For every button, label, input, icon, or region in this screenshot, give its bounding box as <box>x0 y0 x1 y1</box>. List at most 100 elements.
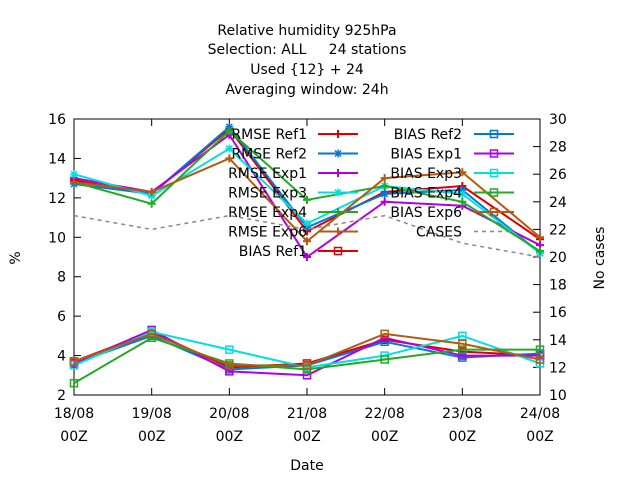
data-point <box>303 253 311 261</box>
chart-title: Relative humidity 925hPa Selection: ALL … <box>208 23 407 98</box>
title-line-2: Selection: ALL 24 stations <box>208 42 407 58</box>
data-point <box>225 126 234 135</box>
y2-tick-label: 22 <box>549 222 567 238</box>
data-point <box>536 247 544 256</box>
data-point <box>303 195 311 204</box>
legend-item: RMSE Exp6 <box>228 225 358 241</box>
x-tick-label-time: 00Z <box>216 429 243 445</box>
series-rmse-exp6 <box>70 154 544 246</box>
data-point <box>69 378 79 388</box>
y2-tick-label: 14 <box>549 333 567 349</box>
x-tick-label-date: 18/08 <box>54 406 94 422</box>
legend-label: BIAS Exp1 <box>390 147 462 163</box>
legend-label: RMSE Exp3 <box>228 186 307 202</box>
data-point <box>334 169 342 177</box>
data-point <box>489 168 499 178</box>
y-tick-label: 8 <box>57 270 66 286</box>
data-point <box>70 178 78 187</box>
legend-item: RMSE Exp4 <box>228 205 358 221</box>
legend-label: BIAS Ref2 <box>394 127 462 143</box>
legend-item: CASES <box>416 225 514 241</box>
y2-tick-label: 26 <box>549 167 567 183</box>
series-line <box>73 332 541 367</box>
data-point <box>225 361 234 370</box>
series-bias-exp6 <box>69 329 545 370</box>
title-line-3: Used {12} + 24 <box>250 62 364 78</box>
legend-item: RMSE Ref2 <box>231 147 358 163</box>
data-point <box>458 351 467 360</box>
y-axis: 2 4 6 8 10 12 14 16 <box>48 112 81 404</box>
data-point <box>333 246 343 256</box>
y2-axis-label: No cases <box>592 227 608 290</box>
y2-tick-label: 10 <box>549 388 567 404</box>
x-tick-label-date: 22/08 <box>364 406 404 422</box>
y2-tick-label: 20 <box>549 250 567 266</box>
y2-tick-label: 18 <box>549 278 567 294</box>
y-tick-label: 10 <box>48 230 66 246</box>
x-tick-label-time: 00Z <box>138 429 165 445</box>
y2-tick-label: 16 <box>549 305 567 321</box>
series-rmse-exp4 <box>70 126 544 256</box>
x-tick-label-date: 21/08 <box>287 406 327 422</box>
y2-tick-label: 12 <box>549 360 567 376</box>
legend-item: BIAS Exp4 <box>390 186 514 202</box>
data-point <box>536 233 544 242</box>
x-tick-label-time: 00Z <box>60 429 87 445</box>
data-point <box>380 329 389 339</box>
data-point <box>458 331 467 341</box>
data-point <box>69 357 79 366</box>
legend-item: RMSE Ref1 <box>231 127 358 143</box>
data-point <box>334 188 342 197</box>
legend-label: RMSE Exp6 <box>228 225 307 241</box>
data-point <box>489 149 499 158</box>
x-tick-label-date: 24/08 <box>520 406 560 422</box>
y2-axis: 10 12 14 16 18 20 22 24 26 28 30 <box>533 112 567 404</box>
data-point <box>535 355 545 364</box>
legend-label: BIAS Ref1 <box>239 244 307 260</box>
x-tick-label-time: 00Z <box>371 429 398 445</box>
legend-item: BIAS Exp3 <box>390 166 514 182</box>
data-point <box>380 174 389 183</box>
y-axis-label: % <box>8 251 24 264</box>
data-point <box>334 149 342 158</box>
legend-label: RMSE Ref1 <box>231 127 307 143</box>
data-point <box>458 189 467 198</box>
x-tick-label-date: 19/08 <box>131 406 171 422</box>
data-point <box>380 355 389 364</box>
y-tick-label: 16 <box>48 112 66 128</box>
x-tick-label-time: 00Z <box>293 429 320 445</box>
data-point <box>147 329 156 339</box>
legend-item: BIAS Ref1 <box>239 244 358 260</box>
data-point <box>334 130 342 138</box>
y-tick-label: 14 <box>48 151 66 167</box>
legend-label: BIAS Exp3 <box>390 166 462 182</box>
data-point <box>380 189 389 198</box>
title-line-4: Averaging window: 24h <box>225 82 388 98</box>
legend-item: RMSE Exp1 <box>228 166 358 182</box>
legend-item: BIAS Ref2 <box>394 127 514 143</box>
data-point <box>489 129 499 139</box>
data-point <box>147 187 156 196</box>
y-tick-label: 12 <box>48 191 66 207</box>
x-tick-label-time: 00Z <box>526 429 553 445</box>
x-axis: 18/08 00Z 19/08 00Z 20/08 00Z 21/08 00Z 22/08 00Z… <box>54 119 560 445</box>
data-point <box>458 197 467 206</box>
legend-label: RMSE Exp4 <box>228 205 307 221</box>
legend: RMSE Ref1 RMSE Ref2 RMSE Exp1 RMSE Exp3 RMSE… <box>228 127 514 260</box>
x-axis-label: Date <box>290 458 323 474</box>
legend-item: BIAS Exp1 <box>390 147 514 163</box>
legend-label: RMSE Exp1 <box>228 166 307 182</box>
data-point <box>225 144 234 153</box>
data-point <box>535 345 545 354</box>
data-point <box>225 154 234 163</box>
y2-tick-label: 24 <box>549 195 567 211</box>
y2-tick-label: 28 <box>549 140 567 156</box>
legend-label: BIAS Exp4 <box>390 186 462 202</box>
data-point <box>302 371 312 380</box>
y-tick-label: 2 <box>57 388 66 404</box>
y-tick-label: 4 <box>57 349 66 365</box>
data-point <box>458 168 467 177</box>
data-point <box>489 207 499 217</box>
data-point <box>458 339 467 348</box>
